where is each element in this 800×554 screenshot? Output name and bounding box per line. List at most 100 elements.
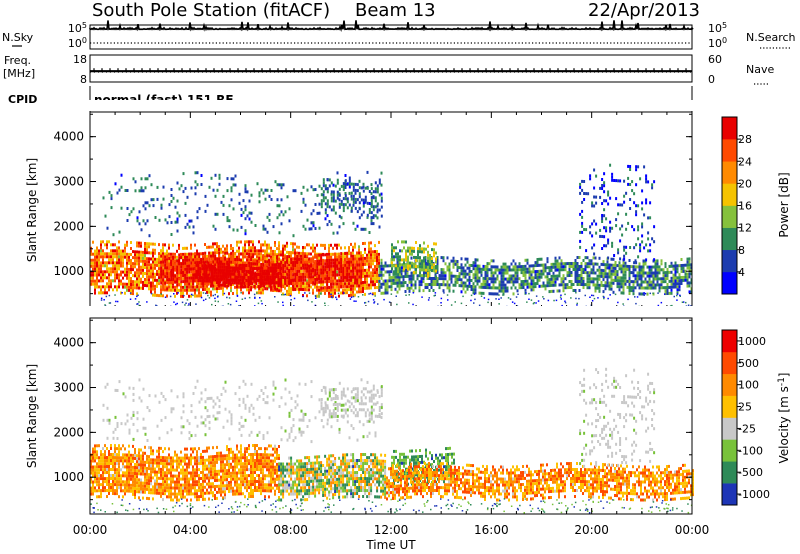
power-cell <box>296 273 299 276</box>
power-cell <box>588 262 591 266</box>
power-cell <box>136 262 138 266</box>
power-cell <box>250 258 252 262</box>
power-cell <box>348 257 351 261</box>
power-cell <box>610 263 613 267</box>
power-cell <box>634 259 637 263</box>
power-cell <box>378 264 381 268</box>
power-cell <box>328 220 331 223</box>
power-cell <box>202 260 205 264</box>
power-cell <box>284 282 287 286</box>
power-cell <box>322 253 325 257</box>
power-cell <box>197 279 200 282</box>
power-cell <box>106 240 108 244</box>
power-cell <box>534 282 537 286</box>
power-cell <box>318 259 321 263</box>
power-cell <box>238 264 241 268</box>
power-cell <box>362 201 365 205</box>
power-cell <box>358 179 361 183</box>
power-cell <box>215 268 218 272</box>
power-cell <box>534 273 537 277</box>
power-cell <box>194 261 197 265</box>
power-cell <box>601 220 604 223</box>
power-cell <box>358 245 360 249</box>
power-cell <box>98 264 100 268</box>
power-cell <box>197 282 200 285</box>
power-cell <box>502 277 505 281</box>
power-cell <box>386 285 389 289</box>
power-cell <box>306 188 309 192</box>
power-cell <box>444 277 447 281</box>
power-cell <box>522 286 525 289</box>
power-cell <box>399 273 401 277</box>
power-cell <box>524 279 527 283</box>
power-cell <box>310 281 313 285</box>
power-cell <box>150 284 152 288</box>
power-cell <box>220 260 223 264</box>
power-cell <box>92 252 94 256</box>
power-cell <box>308 288 310 292</box>
power-cell <box>421 259 423 263</box>
power-cell <box>226 219 229 223</box>
power-cell <box>422 277 425 281</box>
power-cell <box>394 278 397 282</box>
power-cell <box>304 246 306 250</box>
power-cell <box>98 261 100 265</box>
power-cell <box>312 278 315 282</box>
power-cell <box>524 288 527 292</box>
power-cell <box>604 284 607 288</box>
power-cell <box>350 206 353 210</box>
power-cell <box>242 291 244 295</box>
power-cell <box>352 287 354 291</box>
power-cell <box>384 264 387 268</box>
power-cell <box>490 259 493 263</box>
power-cell <box>294 254 296 258</box>
power-cell <box>612 281 615 285</box>
power-cell <box>380 264 383 268</box>
power-cell <box>374 205 377 209</box>
power-cell <box>194 243 196 247</box>
power-cell <box>562 283 565 287</box>
power-cell <box>106 261 108 265</box>
power-cell <box>362 257 364 260</box>
power-cell <box>230 260 233 264</box>
power-cell <box>166 260 169 264</box>
power-cell <box>650 283 653 287</box>
nave-label: Nave <box>746 63 774 76</box>
power-cell <box>574 271 577 274</box>
power-cell <box>156 185 159 189</box>
power-cell <box>278 256 280 260</box>
power-cell <box>104 261 106 265</box>
power-cell <box>244 184 247 188</box>
power-cell <box>232 228 235 232</box>
power-cell <box>556 259 559 263</box>
power-cell <box>364 271 366 275</box>
power-cell <box>433 248 435 252</box>
power-cell <box>432 277 435 280</box>
power-cell <box>198 261 201 264</box>
power-cell <box>366 283 368 287</box>
power-cell <box>486 286 489 290</box>
power-cell <box>216 188 219 192</box>
power-cell <box>342 276 345 279</box>
power-cell <box>106 255 108 259</box>
power-cell <box>340 282 343 286</box>
power-cell <box>288 255 291 259</box>
power-cell <box>222 194 225 198</box>
power-cell <box>148 266 150 270</box>
power-cell <box>595 195 598 199</box>
power-cell <box>244 246 246 250</box>
power-cell <box>184 255 187 259</box>
power-cell <box>395 252 397 256</box>
power-cell <box>158 279 160 283</box>
power-cell <box>269 284 272 288</box>
power-cell <box>390 279 393 283</box>
power-cell <box>190 282 192 286</box>
power-cell <box>270 246 272 250</box>
power-cell <box>114 255 116 259</box>
power-cell <box>180 184 183 188</box>
power-cell <box>676 291 679 295</box>
power-cell <box>314 188 317 191</box>
power-cell <box>370 216 373 220</box>
power-cell <box>244 261 247 265</box>
power-cell <box>202 288 204 292</box>
